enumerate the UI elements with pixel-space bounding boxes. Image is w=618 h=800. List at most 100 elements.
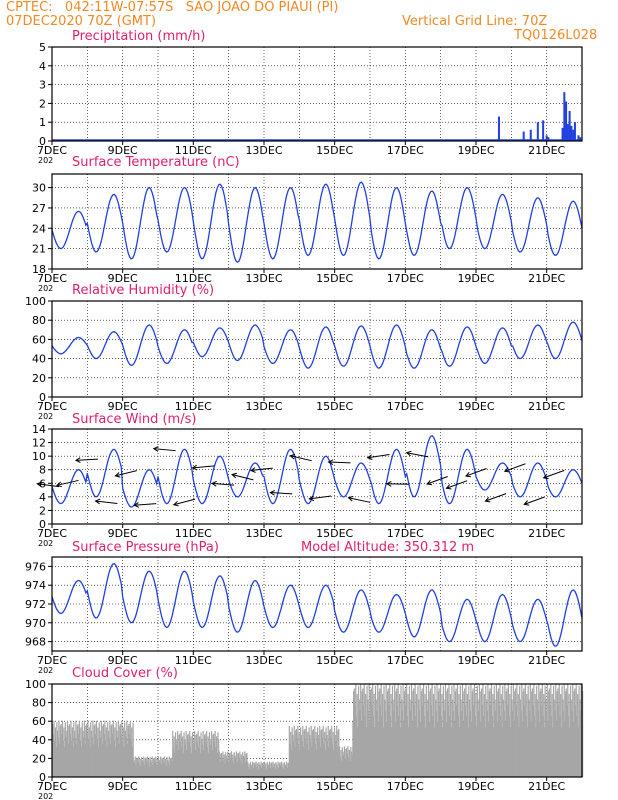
wind-arrow-shaft	[504, 463, 526, 472]
cloud-bar	[232, 754, 234, 777]
cloud-bar	[390, 694, 392, 777]
cloud-bar	[365, 694, 367, 777]
cloud-bar	[254, 762, 256, 777]
cloud-bar	[321, 737, 324, 777]
cloud-bar	[394, 684, 396, 777]
cloud-bar	[511, 699, 513, 777]
cloud-bar	[467, 727, 469, 777]
cloud-bar	[444, 684, 447, 777]
cloud-bar	[427, 684, 430, 777]
cloud-bar	[203, 750, 205, 777]
cloud-bar	[159, 762, 161, 777]
cloud-bar	[579, 699, 581, 777]
cloud-bar	[59, 725, 61, 777]
precip-bar	[561, 127, 564, 141]
wind-arrow-shaft	[75, 458, 98, 461]
y-tick-label: 0	[39, 391, 46, 404]
cloud-bar	[354, 705, 356, 777]
panel-0: 0 1 2 3 4 5 7DEC 9DEC 11DEC 13DEC 15DEC 17DEC 19DEC 2…	[37, 41, 583, 165]
cloud-bar	[239, 760, 242, 777]
cloud-bar	[160, 765, 163, 777]
cloud-bar	[485, 699, 488, 777]
cloud-bar	[500, 716, 502, 777]
cloud-bar	[170, 758, 172, 777]
cloud-bar	[244, 762, 247, 777]
cloud-bar	[185, 730, 187, 777]
x-tick-label: 13DEC	[245, 144, 282, 157]
cloud-bar	[348, 749, 350, 777]
cloud-bar	[230, 751, 232, 777]
cloud-bar	[466, 716, 468, 777]
cloud-bar	[421, 688, 423, 777]
cloud-bar	[78, 734, 80, 777]
cloud-bar	[338, 753, 340, 777]
cloud-bar	[307, 750, 310, 777]
cloud-bar	[239, 751, 241, 777]
cloud-bar	[297, 743, 300, 777]
cloud-bar	[500, 694, 502, 777]
cloud-bar	[345, 749, 347, 777]
cloud-bar	[165, 766, 167, 777]
y-tick-label: 100	[25, 295, 46, 308]
precip-bar	[579, 137, 582, 141]
cloud-bar	[90, 722, 92, 777]
cloud-bar	[419, 684, 421, 777]
cloud-bar	[446, 691, 448, 777]
cloud-bar	[174, 752, 176, 777]
cloud-bar	[155, 763, 158, 777]
cloud-bar	[289, 743, 291, 777]
cloud-bar	[142, 762, 144, 777]
cloud-bar	[538, 684, 540, 777]
wind-arrow-shaft	[485, 493, 507, 502]
wind-arrow-shaft	[543, 469, 565, 479]
panel-title-humidity: Relative Humidity (%)	[72, 283, 215, 298]
cloud-bar	[165, 758, 167, 777]
cloud-bar	[105, 740, 107, 777]
cloud-bar	[550, 684, 552, 777]
cloud-bar	[465, 684, 467, 777]
cloud-bar	[570, 699, 572, 777]
cloud-bar	[521, 684, 523, 777]
y-tick-label: 3	[39, 79, 46, 92]
cloud-bar	[369, 721, 371, 777]
cloud-bar	[110, 725, 112, 777]
x-tick-label: 17DEC	[387, 400, 424, 413]
cloud-bar	[508, 716, 510, 777]
x-tick-label: 19DEC	[457, 400, 494, 413]
cloud-bar	[246, 752, 248, 777]
cloud-bar	[475, 694, 477, 777]
cloud-bar	[144, 758, 146, 777]
y-tick-label: 970	[25, 617, 46, 630]
y-tick-label: 20	[32, 372, 46, 385]
cloud-bar	[424, 694, 426, 777]
wind-arrow-head	[191, 464, 198, 471]
cloud-bar	[411, 721, 413, 777]
cloud-bar	[312, 728, 314, 777]
x-tick-label: 11DEC	[175, 400, 212, 413]
cloud-bar	[62, 740, 64, 777]
header-model-code: TQ0126L028	[514, 28, 598, 43]
x-tick-label: 21DEC	[528, 654, 565, 667]
cloud-bar	[469, 710, 471, 777]
cloud-bar	[191, 732, 194, 777]
cloud-bar	[85, 725, 87, 777]
cloud-bar	[300, 734, 302, 777]
cloud-bar	[256, 763, 259, 777]
y-tick-label: 100	[25, 678, 46, 691]
cloud-bar	[285, 766, 287, 777]
x-tick-label: 13DEC	[245, 654, 282, 667]
cloud-bar	[261, 763, 264, 777]
y-tick-label: 40	[32, 734, 46, 747]
x-tick-label: 21DEC	[528, 527, 565, 540]
cloud-bar	[503, 710, 505, 777]
cloud-bar	[435, 710, 437, 777]
cloud-bar	[186, 735, 189, 777]
cloud-bar	[456, 684, 459, 777]
cloud-bar	[365, 727, 367, 777]
cloud-bar	[273, 767, 275, 777]
cloud-bar	[318, 740, 320, 777]
cloud-bar	[131, 727, 133, 777]
cloud-bar	[217, 732, 219, 777]
cloud-bar	[145, 761, 148, 777]
